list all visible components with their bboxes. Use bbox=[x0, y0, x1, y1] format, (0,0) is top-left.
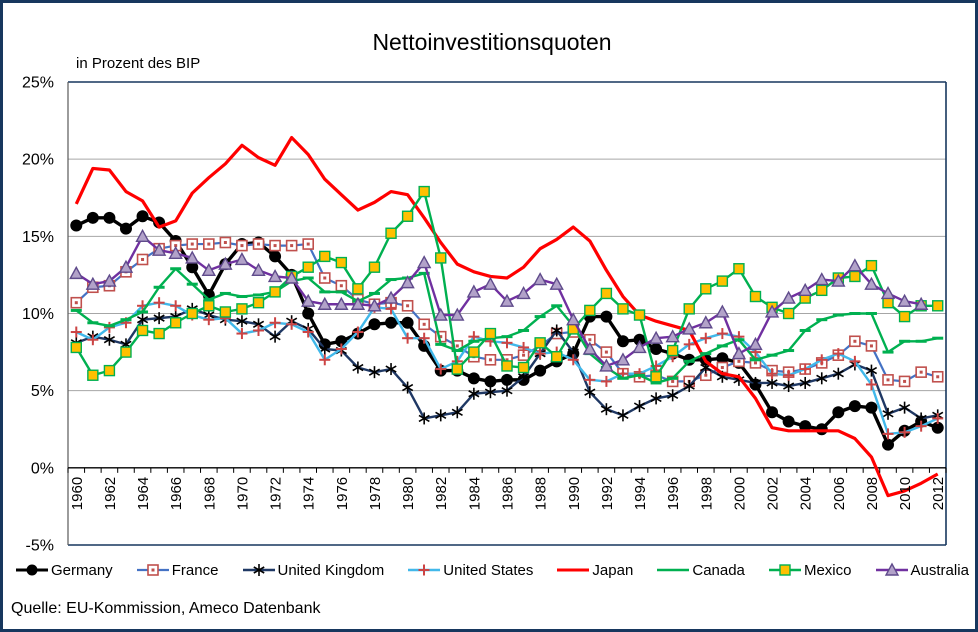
asterisk-legend-icon bbox=[242, 564, 275, 576]
legend-label: Japan bbox=[592, 561, 634, 579]
legend-label: Australia bbox=[910, 561, 969, 579]
svg-text:1976: 1976 bbox=[334, 477, 351, 510]
chart-title: Nettoinvestitionsquoten bbox=[372, 29, 612, 55]
dash-legend-icon bbox=[657, 568, 690, 572]
legend-label: United Kingdom bbox=[277, 561, 385, 579]
svg-text:20%: 20% bbox=[22, 152, 54, 169]
triangle-legend-icon bbox=[875, 562, 908, 576]
svg-text:1974: 1974 bbox=[301, 477, 318, 510]
legend-item-united-states: United States bbox=[407, 562, 533, 579]
square-open-dot-legend-icon bbox=[136, 564, 169, 576]
svg-text:0%: 0% bbox=[31, 460, 54, 477]
legend-item-france: France bbox=[136, 561, 219, 579]
svg-text:1968: 1968 bbox=[201, 477, 218, 510]
legend-label: United States bbox=[443, 561, 534, 579]
legend-label: France bbox=[171, 561, 219, 579]
legend-item-germany: Germany bbox=[15, 562, 113, 579]
svg-text:2010: 2010 bbox=[897, 477, 914, 510]
svg-text:1992: 1992 bbox=[599, 477, 616, 510]
svg-text:1962: 1962 bbox=[102, 477, 119, 510]
svg-text:1986: 1986 bbox=[500, 477, 517, 510]
legend-item-canada: Canada bbox=[656, 562, 745, 579]
svg-text:5%: 5% bbox=[31, 383, 54, 400]
svg-text:1998: 1998 bbox=[698, 477, 715, 510]
svg-text:1964: 1964 bbox=[135, 477, 152, 510]
svg-text:1984: 1984 bbox=[466, 477, 483, 510]
svg-text:1970: 1970 bbox=[234, 477, 251, 510]
svg-text:2008: 2008 bbox=[864, 477, 881, 510]
legend-label: Germany bbox=[51, 561, 113, 579]
svg-text:2006: 2006 bbox=[831, 477, 848, 510]
svg-text:1966: 1966 bbox=[168, 477, 185, 510]
svg-text:2004: 2004 bbox=[798, 477, 815, 510]
svg-text:1988: 1988 bbox=[533, 477, 550, 510]
chart-subtitle: in Prozent des BIP bbox=[76, 55, 201, 72]
svg-text:1978: 1978 bbox=[367, 477, 384, 510]
svg-text:1990: 1990 bbox=[566, 477, 583, 510]
legend-item-australia: Australia bbox=[875, 562, 969, 579]
svg-text:1972: 1972 bbox=[268, 477, 285, 510]
svg-text:15%: 15% bbox=[22, 229, 54, 246]
legend: Germany France United Kingdom United States… bbox=[3, 556, 975, 584]
svg-text:1982: 1982 bbox=[433, 477, 450, 510]
square-legend-icon bbox=[768, 564, 801, 576]
svg-text:10%: 10% bbox=[22, 306, 54, 323]
svg-text:2002: 2002 bbox=[765, 477, 782, 510]
legend-label: Canada bbox=[692, 561, 745, 579]
svg-text:-5%: -5% bbox=[26, 538, 54, 555]
legend-item-united-kingdom: United Kingdom bbox=[242, 561, 385, 579]
svg-text:1994: 1994 bbox=[632, 477, 649, 510]
svg-text:2000: 2000 bbox=[731, 477, 748, 510]
plot-area: 1960 1962 1964 1966 1968 1970 1972 1974 1976 1978… bbox=[22, 75, 947, 555]
legend-label: Mexico bbox=[803, 561, 852, 579]
svg-text:25%: 25% bbox=[22, 75, 54, 92]
svg-text:1960: 1960 bbox=[69, 477, 86, 510]
plus-legend-icon bbox=[408, 564, 441, 576]
svg-text:1996: 1996 bbox=[665, 477, 682, 510]
source-note: Quelle: EU-Kommission, Ameco Datenbank bbox=[11, 600, 321, 617]
svg-text:2012: 2012 bbox=[930, 477, 947, 510]
none-legend-icon bbox=[557, 568, 590, 572]
svg-text:1980: 1980 bbox=[400, 477, 417, 510]
circle-legend-icon bbox=[16, 564, 48, 576]
legend-item-japan: Japan bbox=[556, 562, 633, 579]
legend-item-mexico: Mexico bbox=[768, 561, 852, 579]
